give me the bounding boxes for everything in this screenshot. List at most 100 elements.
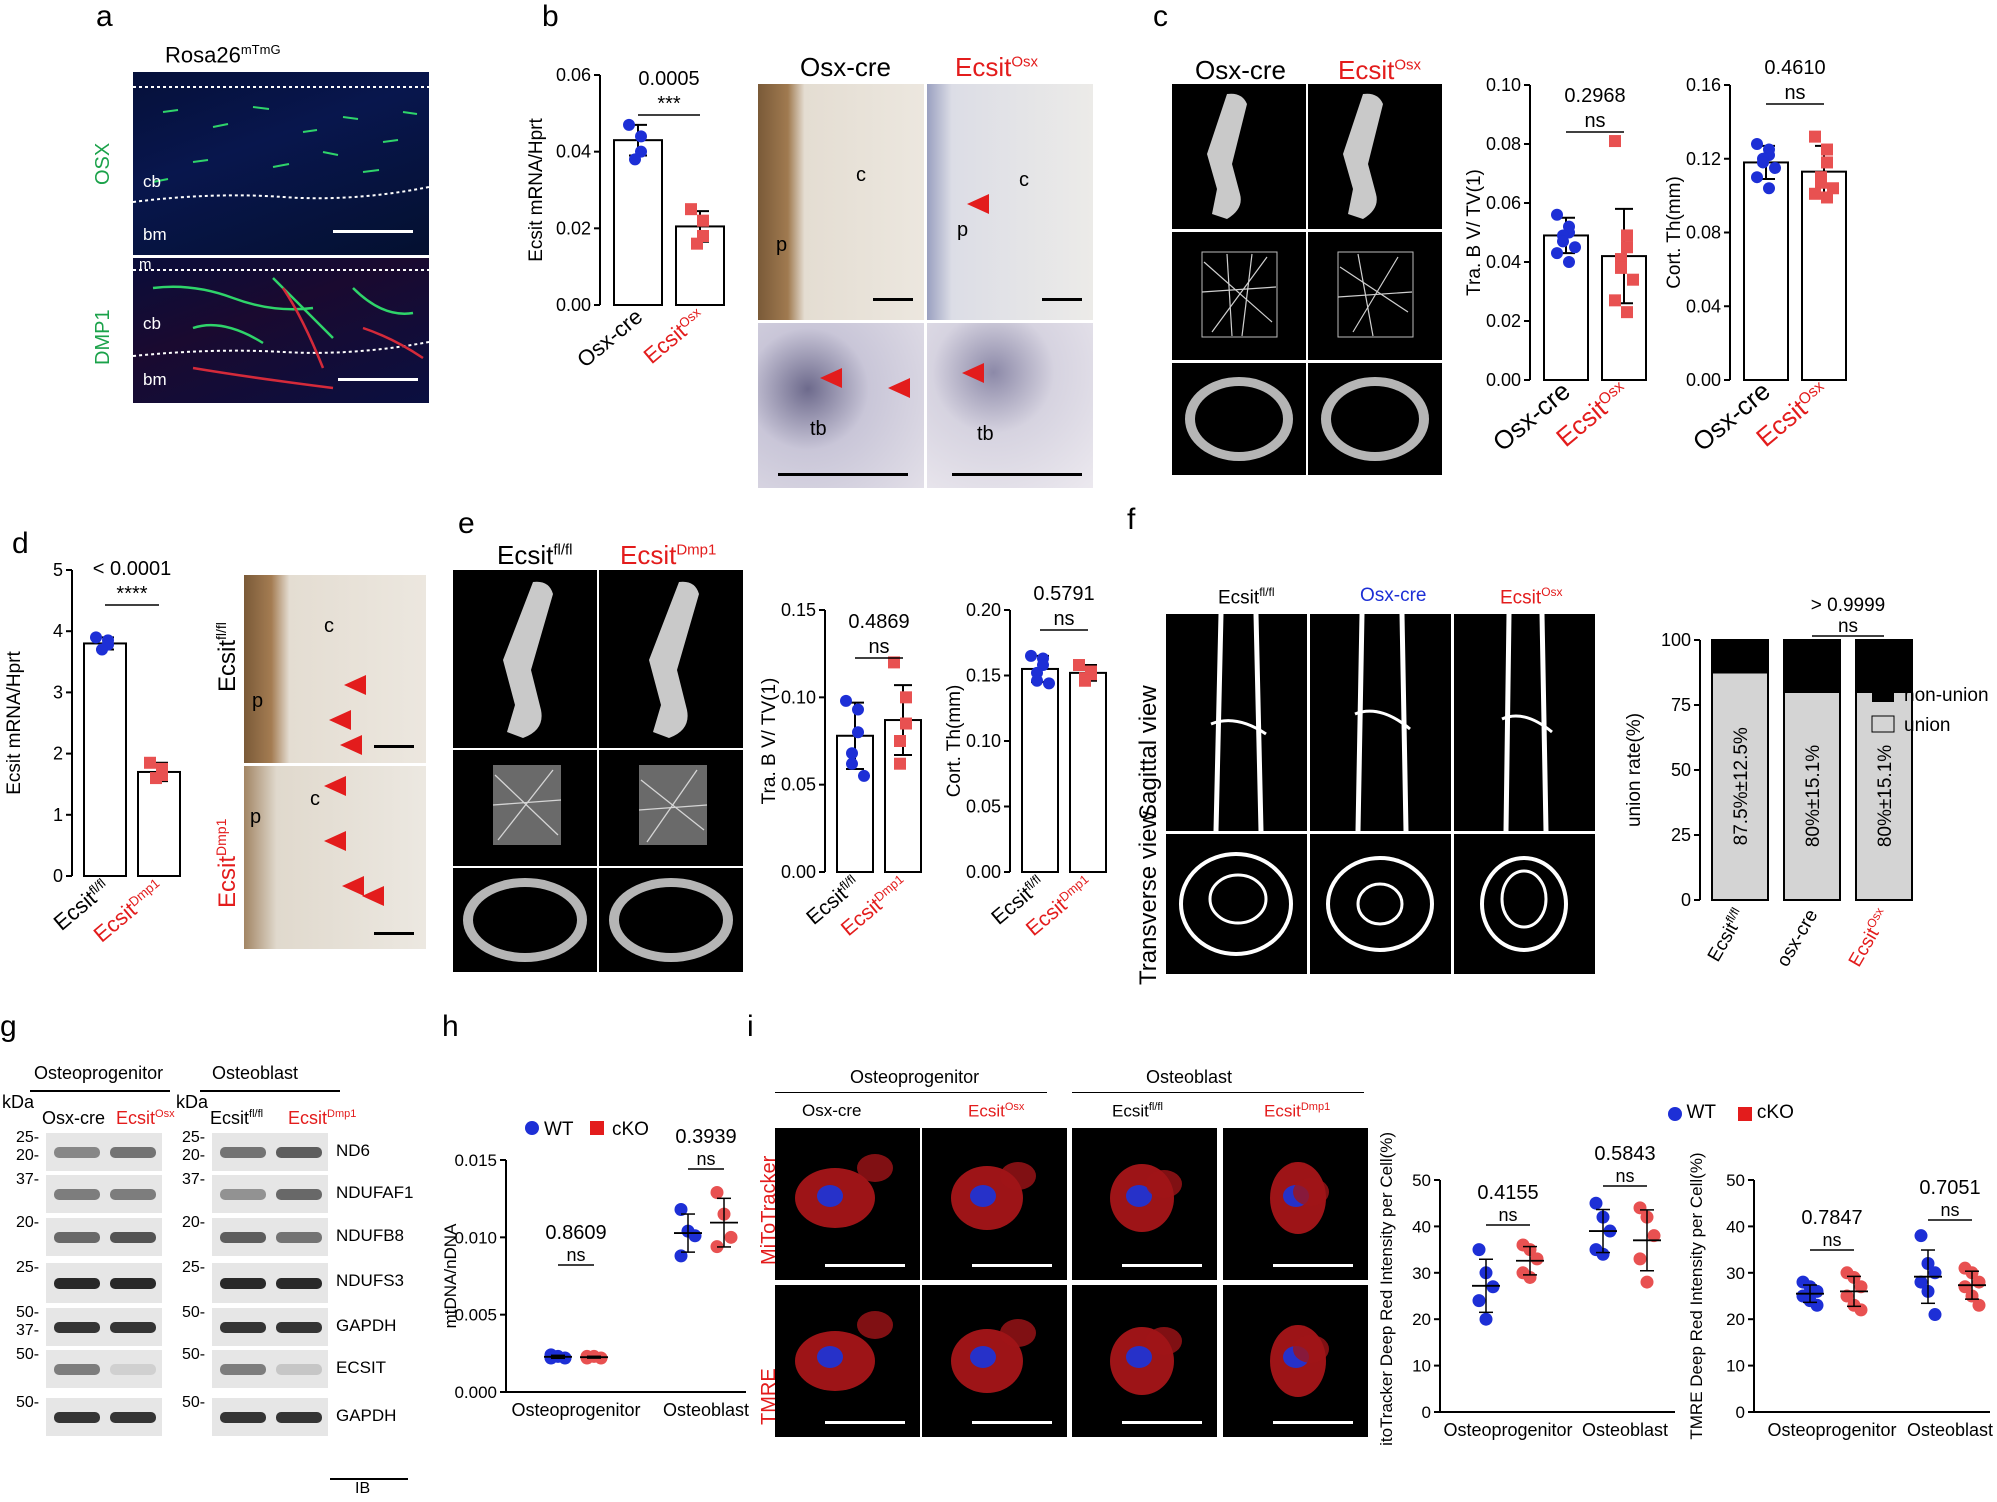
f-sagittal-ecsitosx — [1454, 614, 1595, 831]
bar-non-union — [1783, 639, 1841, 693]
panel-e-label: e — [458, 507, 475, 540]
mitotracker-image — [1072, 1128, 1217, 1280]
blot-strip — [212, 1350, 328, 1388]
microct-cortical-ecsitdmp1 — [599, 868, 743, 972]
y-tick-label: 0.02 — [1486, 311, 1521, 331]
data-point — [674, 1202, 688, 1216]
y-tick-label: 0.005 — [454, 1306, 497, 1325]
y-tick-label: 0.010 — [454, 1228, 497, 1247]
sig-stars: ns — [696, 1149, 715, 1169]
bar-non-union — [1855, 639, 1913, 693]
y-tick-label: 4 — [53, 621, 63, 641]
x-tick-label: Osteoprogenitor — [1767, 1420, 1896, 1440]
blot-band — [220, 1278, 266, 1289]
legend-wt-cko: WT cKO — [1668, 1102, 1794, 1124]
bar-data-label: 80%±15.1% — [1875, 745, 1896, 847]
data-point — [1472, 1243, 1486, 1257]
data-point — [1647, 1229, 1661, 1243]
x-tick-label: Osteoprogenitor — [511, 1400, 640, 1420]
data-point — [635, 130, 647, 143]
protein-label: GAPDH — [336, 1406, 397, 1425]
blot-strip — [46, 1350, 162, 1388]
y-axis-label: Cort. Th(mm) — [1664, 176, 1685, 289]
blot-band — [54, 1322, 100, 1333]
e-col2-label: EcsitDmp1 — [620, 540, 717, 570]
data-point — [1486, 1280, 1500, 1294]
data-point — [1479, 1312, 1493, 1326]
bar — [137, 770, 181, 878]
mw-marker: 50- — [182, 1346, 206, 1363]
mw-marker: 20- — [16, 1147, 40, 1164]
x-tick-label: Osteoprogenitor — [1443, 1420, 1572, 1440]
data-point — [144, 756, 156, 769]
blot-band — [276, 1232, 322, 1243]
data-point — [1633, 1252, 1647, 1266]
microct-trabecular-osx — [1172, 232, 1306, 360]
chart-i-mitotracker: 0 10 20 30 40 50 MitoTracker Deep Red Intensit… — [1377, 1132, 1675, 1445]
cb-label: cb — [143, 314, 161, 333]
y-tick-label: 40 — [1726, 1217, 1745, 1236]
data-point — [846, 757, 858, 770]
osx-row-label: OSX — [92, 142, 114, 185]
p-value: 0.2968 — [1564, 85, 1625, 107]
blot-strip — [46, 1308, 162, 1346]
y-tick-label: 0 — [53, 866, 63, 886]
p-value: 0.4610 — [1764, 60, 1825, 79]
data-point — [96, 643, 108, 656]
p-value: 0.7051 — [1919, 1177, 1980, 1199]
blot-strip — [46, 1175, 162, 1213]
g-kda-label-2: kDa — [176, 1092, 209, 1112]
data-point — [150, 772, 162, 785]
y-tick-label: 0.04 — [556, 142, 591, 162]
p-value: 0.4155 — [1477, 1182, 1538, 1204]
y-tick-label: 0.20 — [966, 600, 1001, 620]
panel-f-label: f — [1127, 503, 1136, 536]
data-point — [710, 1185, 724, 1199]
data-point — [685, 203, 697, 216]
y-tick-label: 0.04 — [1686, 296, 1721, 316]
y-tick-label: 0.000 — [454, 1383, 497, 1402]
c-col2-label: EcsitOsx — [1338, 55, 1422, 85]
y-tick-label: 10 — [1726, 1357, 1745, 1376]
p-value: 0.5791 — [1033, 583, 1094, 605]
data-point — [1609, 135, 1621, 148]
b-col2-label: EcsitOsx — [955, 52, 1039, 82]
blot-strip — [46, 1398, 162, 1436]
y-tick-label: 50 — [1412, 1171, 1431, 1190]
data-point — [1569, 241, 1581, 254]
data-point — [1914, 1275, 1928, 1289]
sig-stars: ns — [1615, 1166, 1634, 1186]
blot-band — [276, 1364, 322, 1375]
blot-band — [110, 1278, 156, 1289]
bar — [1743, 161, 1789, 381]
blot-strip — [46, 1218, 162, 1256]
p-value: < 0.0001 — [93, 560, 171, 580]
d-row1-label: Ecsitfl/fl — [213, 622, 241, 692]
data-point — [1596, 1247, 1610, 1261]
data-point — [1031, 674, 1043, 687]
x-tick-label: Osteoblast — [663, 1400, 749, 1420]
tmre-image — [922, 1285, 1067, 1437]
blot-strip — [46, 1133, 162, 1171]
x-tick-label: Ecsitfl/fl — [1702, 905, 1750, 965]
sig-stars: ns — [1822, 1230, 1841, 1250]
y-tick-label: 0.02 — [556, 218, 591, 238]
data-point — [1810, 1298, 1824, 1312]
microct-femur-osx — [1172, 84, 1306, 229]
legend-non-union: non-union — [1904, 685, 1989, 706]
data-point — [1073, 659, 1085, 672]
data-point — [888, 656, 900, 669]
y-tick-label: 0.12 — [1686, 149, 1721, 169]
i-row2-label: TMRE — [758, 1368, 780, 1425]
microct-cortical-osx — [1172, 363, 1306, 475]
blot-band — [220, 1364, 266, 1375]
sig-stars: ns — [1498, 1205, 1517, 1225]
data-point — [1815, 176, 1827, 189]
protein-label: ND6 — [336, 1141, 371, 1160]
y-tick-label: 30 — [1726, 1264, 1745, 1283]
scale-bar — [333, 230, 413, 233]
data-point — [1557, 235, 1569, 248]
data-point — [840, 694, 852, 707]
data-point — [900, 691, 912, 704]
mw-marker: 50- — [16, 1394, 40, 1411]
